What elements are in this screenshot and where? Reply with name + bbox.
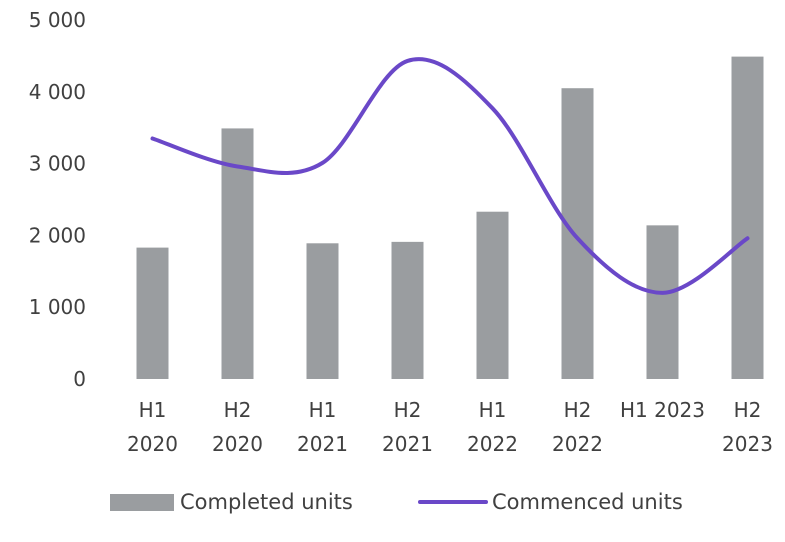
bar-completed-units <box>136 247 169 379</box>
x-tick-label: H1 2021 <box>297 398 348 456</box>
bar-completed-units <box>731 56 764 379</box>
x-tick-label: H1 2023 <box>620 398 705 422</box>
y-axis: 0 1 000 2 000 3 000 4 000 5 000 <box>29 8 86 391</box>
bar-completed-units <box>561 88 594 380</box>
bar-completed-units <box>391 241 424 379</box>
x-tick-label: H1 2022 <box>467 398 518 456</box>
y-tick-label: 4 000 <box>29 80 86 104</box>
line-path-commenced-units <box>150 57 750 295</box>
bar-completed-units <box>476 211 509 379</box>
legend: Completed units Commenced units <box>0 484 785 524</box>
legend-item-commenced: Commenced units <box>418 484 683 520</box>
x-tick-label: H2 2021 <box>382 398 433 456</box>
x-tick-label: H2 2023 <box>722 398 773 456</box>
legend-label-commenced: Commenced units <box>492 490 683 514</box>
y-tick-label: 3 000 <box>29 152 86 176</box>
y-tick-label: 0 <box>73 367 86 391</box>
line-commenced-units <box>150 57 750 295</box>
legend-swatch-completed <box>110 493 174 511</box>
y-tick-label: 2 000 <box>29 223 86 247</box>
y-tick-label: 5 000 <box>29 8 86 32</box>
bars-completed-units <box>136 56 764 380</box>
bar-completed-units <box>646 225 679 379</box>
x-tick-label: H1 2020 <box>127 398 178 456</box>
legend-swatch-commenced <box>418 500 488 504</box>
bar-completed-units <box>306 243 339 379</box>
x-tick-label: H2 2020 <box>212 398 263 456</box>
x-axis: H1 2020 H2 2020 H1 2021 H2 2021 H1 2022 H2 2022 H1 2… <box>127 398 773 456</box>
legend-label-completed: Completed units <box>180 490 353 514</box>
y-tick-label: 1 000 <box>29 295 86 319</box>
x-tick-label: H2 2022 <box>552 398 603 456</box>
legend-item-completed: Completed units <box>110 484 353 520</box>
